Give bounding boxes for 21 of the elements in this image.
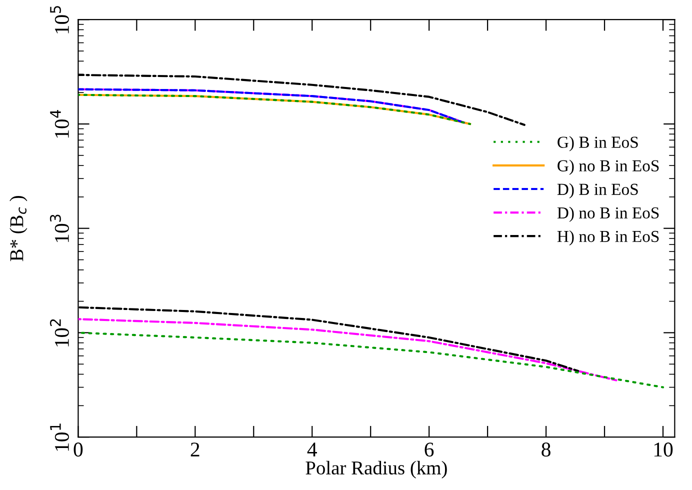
y-tick-label: 10$^{4}$ — [50, 110, 69, 138]
x-tick-label: 2 — [190, 442, 200, 456]
y-axis-title: B* (B$_{c}$ ) — [10, 196, 28, 262]
x-axis-title: Polar Radius (km) — [306, 460, 447, 478]
y-tick-label: 10$^{1}$ — [50, 424, 69, 451]
y-tick-label: 10$^{3}$ — [50, 214, 69, 242]
line-series — [78, 318, 618, 382]
x-tick-label: 10 — [654, 442, 673, 457]
line-series — [78, 94, 472, 126]
legend-label: G) B in EoS — [558, 136, 638, 152]
legend-label: D) B in EoS — [557, 183, 638, 198]
line-series — [78, 332, 664, 388]
legend-label: G) no B in EoS — [558, 160, 659, 175]
y-tick-label: 10$^{2}$ — [50, 319, 69, 346]
legend-label: D) no B in EoS — [557, 206, 659, 222]
y-tick-label: 10$^{5}$ — [50, 6, 69, 34]
x-tick-label: 8 — [542, 442, 550, 457]
x-tick-label: 6 — [424, 442, 434, 457]
x-tick-label: 0 — [74, 442, 83, 457]
x-tick-label: 4 — [307, 442, 317, 456]
legend-label: H) no B in EoS — [557, 230, 659, 246]
